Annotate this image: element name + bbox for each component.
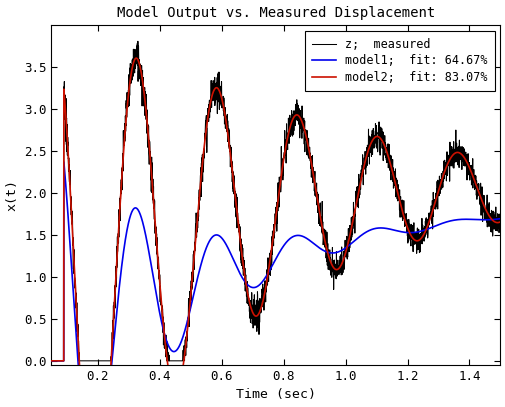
- model2;  fit: 83.07%: (0.261, 1.16): 83.07%: (0.261, 1.16): [114, 260, 120, 265]
- Line: z;  measured: z; measured: [36, 41, 499, 361]
- model2;  fit: 83.07%: (0.576, 3.23): 83.07%: (0.576, 3.23): [211, 87, 217, 92]
- model1;  fit: 64.67%: (0.261, 0.598): 64.67%: (0.261, 0.598): [114, 308, 120, 313]
- X-axis label: Time (sec): Time (sec): [235, 388, 315, 401]
- model2;  fit: 83.07%: (1.5, 1.66): 83.07%: (1.5, 1.66): [496, 219, 502, 224]
- z;  measured: [86, 359, 92, 363]
- model1;  fit: 64.67%: (1.47, 1.68): 64.67%: (1.47, 1.68): [488, 217, 494, 222]
- Line: model2;  fit: 83.07%: model2; fit: 83.07%: [36, 58, 499, 407]
- Title: Model Output vs. Measured Displacement: Model Output vs. Measured Displacement: [117, 6, 434, 20]
- model2;  fit: 83.07%: (0, 0): 83.07%: (0, 0): [33, 359, 39, 363]
- z;  measured: [437, 171, 443, 176]
- model2;  fit: 83.07%: (0.324, 3.6): 83.07%: (0.324, 3.6): [133, 56, 139, 61]
- Y-axis label: x(t): x(t): [6, 179, 19, 211]
- model1;  fit: 64.67%: (0.641, 1.17): 64.67%: (0.641, 1.17): [231, 260, 237, 265]
- model1;  fit: 64.67%: (0.09, 2.37): 64.67%: (0.09, 2.37): [61, 160, 67, 164]
- z;  measured: [135, 39, 141, 44]
- model1;  fit: 64.67%: (1.31, 1.63): 64.67%: (1.31, 1.63): [438, 221, 444, 226]
- z;  measured: [211, 88, 217, 93]
- model2;  fit: 83.07%: (1.47, 1.69): 83.07%: (1.47, 1.69): [488, 217, 494, 222]
- z;  measured: [231, 177, 237, 182]
- model1;  fit: 64.67%: (0.576, 1.49): 64.67%: (0.576, 1.49): [211, 233, 217, 238]
- model2;  fit: 83.07%: (1.31, 2.15): 83.07%: (1.31, 2.15): [438, 178, 444, 183]
- model2;  fit: 83.07%: (0.641, 2.03): 83.07%: (0.641, 2.03): [231, 188, 237, 193]
- z;  measured: [113, 276, 119, 281]
- Line: model1;  fit: 64.67%: model1; fit: 64.67%: [36, 162, 499, 407]
- model1;  fit: 64.67%: (0, 0): 64.67%: (0, 0): [33, 359, 39, 363]
- z;  measured: [496, 218, 502, 223]
- z;  measured: [487, 208, 493, 213]
- model1;  fit: 64.67%: (1.5, 1.69): 64.67%: (1.5, 1.69): [496, 216, 502, 221]
- Legend: z;  measured, model1;  fit: 64.67%, model2;  fit: 83.07%: z; measured, model1; fit: 64.67%, model2…: [304, 31, 493, 91]
- z;  measured: [33, 359, 39, 363]
